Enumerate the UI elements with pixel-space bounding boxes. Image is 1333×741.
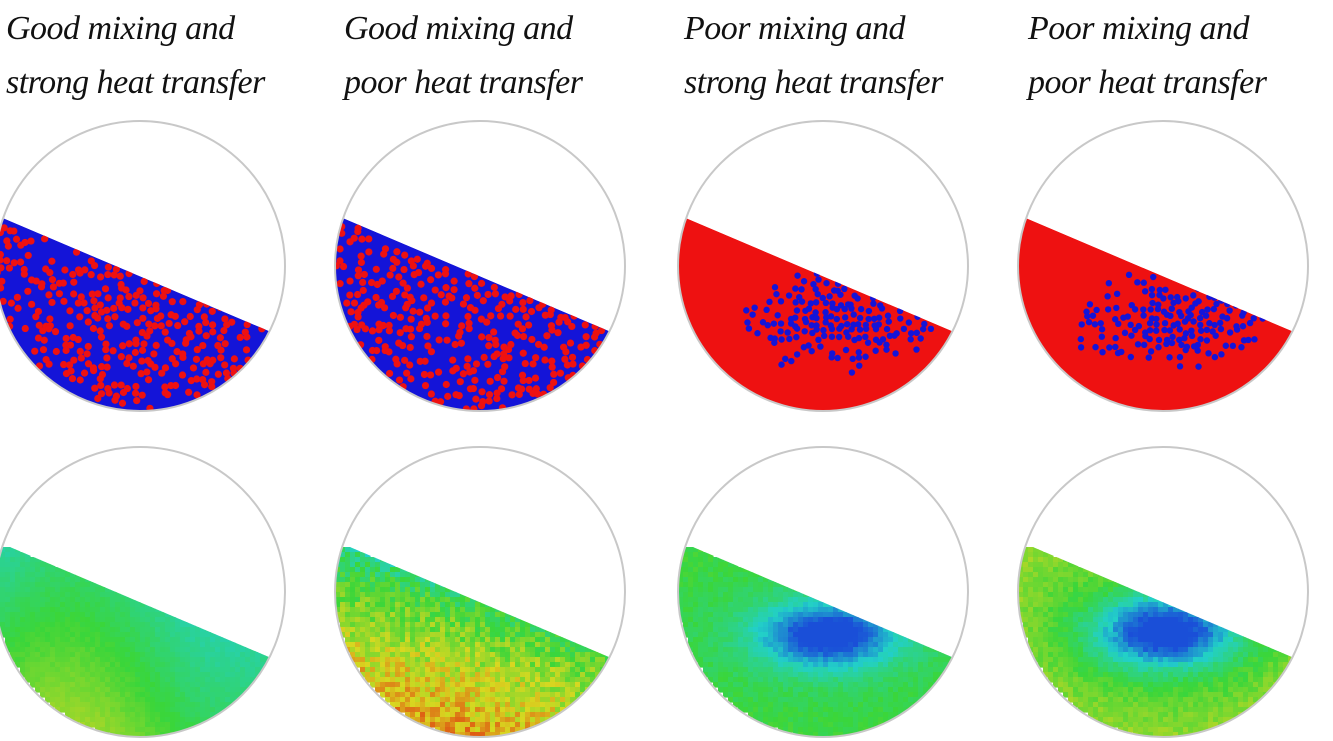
particle-bed [0,218,270,411]
mixing-drum [0,120,286,412]
column-title-line2: poor heat transfer [344,64,583,101]
temperature-drum [334,446,626,738]
drum-outline [0,446,286,738]
column-title-line1: Good mixing and [6,10,235,47]
mixing-drum [1017,120,1309,412]
column-title-line2: poor heat transfer [1028,64,1267,101]
column-title: Good mixing and poor heat transfer [344,2,664,110]
particle-bed [335,547,610,737]
mixing-drum [334,120,626,412]
particle-bed [1018,218,1293,411]
particle-bed [0,547,270,737]
drum-outline [677,446,969,738]
column-title-line1: Poor mixing and [684,10,906,47]
drum-outline [334,446,626,738]
drum-outline [1017,120,1309,412]
particle-bed [678,218,953,411]
drum-outline [677,120,969,412]
column-title: Good mixing and strong heat transfer [6,2,326,110]
temperature-drum [0,446,286,738]
column-title-line2: strong heat transfer [684,64,943,101]
drum-outline [1017,446,1309,738]
temperature-drum [677,446,969,738]
particle-bed [1018,547,1293,737]
column-title-line1: Good mixing and [344,10,573,47]
temperature-drum [1017,446,1309,738]
drum-outline [334,120,626,412]
column-title: Poor mixing and poor heat transfer [1028,2,1333,110]
particle-bed [678,547,953,737]
particle-bed [335,218,610,411]
column-title-line1: Poor mixing and [1028,10,1250,47]
drum-outline [0,120,286,412]
mixing-drum [677,120,969,412]
column-title: Poor mixing and strong heat transfer [684,2,1004,110]
column-title-line2: strong heat transfer [6,64,265,101]
